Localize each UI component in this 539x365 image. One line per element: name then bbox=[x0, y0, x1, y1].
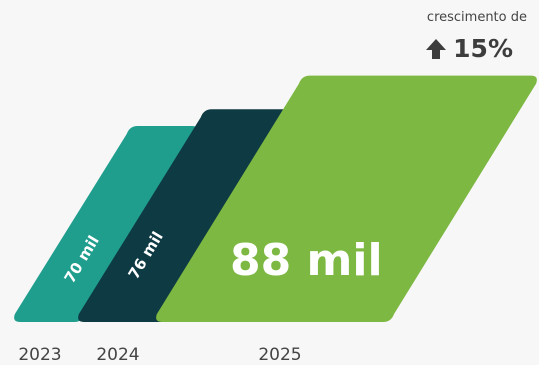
growth-indicator: 15% bbox=[425, 34, 513, 63]
up-arrow-icon bbox=[426, 38, 447, 59]
growth-value: 15% bbox=[453, 34, 513, 63]
bar-2024 bbox=[78, 109, 303, 322]
growth-label: crescimento de bbox=[426, 10, 527, 25]
year-label-2023: 2023 bbox=[18, 345, 61, 365]
year-label-2024: 2024 bbox=[96, 345, 139, 365]
bar-2025 bbox=[156, 75, 537, 322]
year-label-2025: 2025 bbox=[258, 345, 301, 365]
bar-2023 bbox=[14, 126, 198, 322]
value-label-2025: 88 mil bbox=[230, 235, 383, 286]
